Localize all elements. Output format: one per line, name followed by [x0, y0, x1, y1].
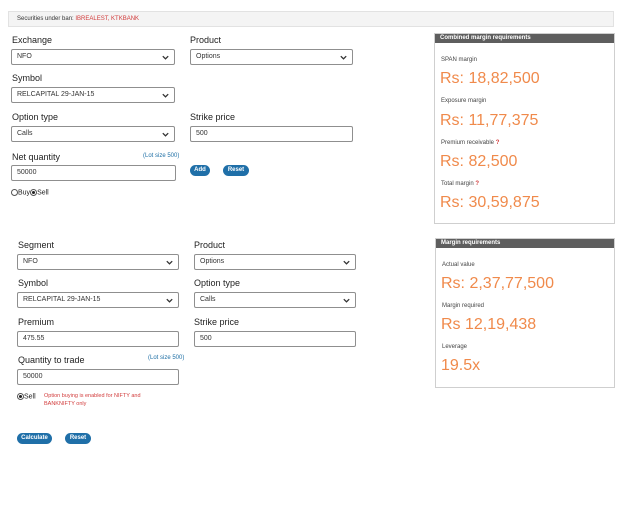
option-type-select[interactable]: Calls [11, 126, 175, 142]
span-margin-value: Rs: 18,82,500 [440, 70, 540, 87]
product-label-2: Product [194, 240, 226, 250]
quantity-to-trade-label: Quantity to trade [18, 355, 85, 365]
net-quantity-label: Net quantity [12, 152, 61, 162]
symbol-label: Symbol [12, 73, 43, 83]
margin-requirements-panel: Margin requirements Actual value Rs: 2,3… [435, 238, 615, 388]
premium-label: Premium [18, 317, 55, 327]
chevron-down-icon [166, 260, 173, 265]
warning-text: Option buying is enabled for NIFTY and B… [44, 393, 141, 407]
chevron-down-icon [343, 260, 350, 265]
option-type-value-2: Calls [200, 296, 216, 303]
ban-securities: IBREALEST, KTKBANK [75, 16, 140, 22]
strike-price-label-2: Strike price [194, 317, 240, 327]
option-type-label: Option type [12, 112, 59, 122]
ban-notice: Securities under ban: IBREALEST, KTKBANK [8, 11, 614, 27]
segment-select[interactable]: NFO [17, 254, 179, 270]
exchange-value: NFO [17, 53, 32, 60]
help-icon[interactable]: ? [475, 181, 480, 187]
ban-label: Securities under ban: [17, 16, 76, 22]
option-type-select-2[interactable]: Calls [194, 292, 356, 308]
sell-radio-group: Sell [17, 392, 36, 401]
actual-value-label: Actual value [442, 262, 475, 268]
net-quantity-input[interactable]: 50000 [11, 165, 176, 181]
sell-label-2: Sell [24, 393, 36, 401]
premium-input[interactable]: 475.55 [17, 331, 179, 347]
add-button[interactable]: Add [190, 165, 210, 176]
option-type-value: Calls [17, 130, 33, 137]
strike-price-label: Strike price [190, 112, 236, 122]
buy-radio[interactable] [11, 189, 18, 197]
span-margin-label: SPAN margin [441, 57, 477, 63]
exposure-margin-label: Exposure margin [441, 98, 487, 104]
chevron-down-icon [162, 132, 169, 137]
exposure-margin-value: Rs: 11,77,375 [440, 112, 539, 129]
symbol-value: RELCAPITAL 29-JAN-15 [17, 91, 95, 98]
total-margin-text: Total margin [441, 181, 474, 187]
symbol-value-2: RELCAPITAL 29-JAN-15 [23, 296, 101, 303]
help-icon[interactable]: ? [495, 140, 500, 146]
symbol-select-2[interactable]: RELCAPITAL 29-JAN-15 [17, 292, 179, 308]
calculate-button[interactable]: Calculate [17, 433, 52, 444]
margin-required-label: Margin required [442, 303, 485, 309]
product-label: Product [190, 35, 222, 45]
sell-radio-2[interactable] [17, 393, 24, 401]
premium-receivable-text: Premium receivable [441, 140, 495, 146]
premium-receivable-label: Premium receivable ? [441, 140, 499, 146]
option-buying-warning: Option buying is enabled for NIFTY and B… [17, 393, 147, 408]
chevron-down-icon [166, 298, 173, 303]
reset-button-2[interactable]: Reset [65, 433, 91, 444]
exchange-label: Exchange [12, 35, 53, 45]
total-margin-value: Rs: 30,59,875 [440, 194, 540, 211]
reset-button[interactable]: Reset [223, 165, 249, 176]
sell-label: Sell [37, 189, 49, 197]
premium-receivable-value: Rs: 82,500 [440, 153, 518, 170]
actual-value: Rs: 2,37,77,500 [441, 275, 554, 292]
buy-label: Buy [18, 189, 31, 197]
chevron-down-icon [343, 298, 350, 303]
margin-requirements-title: Margin requirements [436, 239, 614, 248]
exchange-select[interactable]: NFO [11, 49, 175, 65]
chevron-down-icon [162, 55, 169, 60]
segment-value: NFO [23, 258, 38, 265]
chevron-down-icon [340, 55, 347, 60]
symbol-select[interactable]: RELCAPITAL 29-JAN-15 [11, 87, 175, 103]
option-type-label-2: Option type [194, 278, 241, 288]
margin-required-value: Rs 12,19,438 [441, 316, 537, 333]
strike-price-input-2[interactable]: 500 [194, 331, 356, 347]
segment-label: Segment [18, 240, 55, 250]
strike-price-input[interactable]: 500 [190, 126, 353, 142]
product-select-2[interactable]: Options [194, 254, 356, 270]
quantity-to-trade-input[interactable]: 50000 [17, 369, 179, 385]
combined-margin-title: Combined margin requirements [435, 34, 614, 43]
lot-size-label-2: (Lot size 500) [148, 355, 185, 361]
leverage-value: 19.5x [441, 357, 481, 374]
leverage-label: Leverage [442, 344, 468, 350]
product-value-2: Options [200, 258, 225, 265]
side-radio-group: Buy Sell [11, 188, 49, 197]
symbol-label-2: Symbol [18, 278, 49, 288]
product-value: Options [196, 53, 221, 60]
lot-size-label: (Lot size 500) [143, 153, 180, 159]
chevron-down-icon [162, 93, 169, 98]
sell-radio[interactable] [30, 189, 38, 197]
total-margin-label: Total margin ? [441, 181, 479, 187]
product-select[interactable]: Options [190, 49, 353, 65]
combined-margin-panel: Combined margin requirements SPAN margin… [434, 33, 615, 224]
